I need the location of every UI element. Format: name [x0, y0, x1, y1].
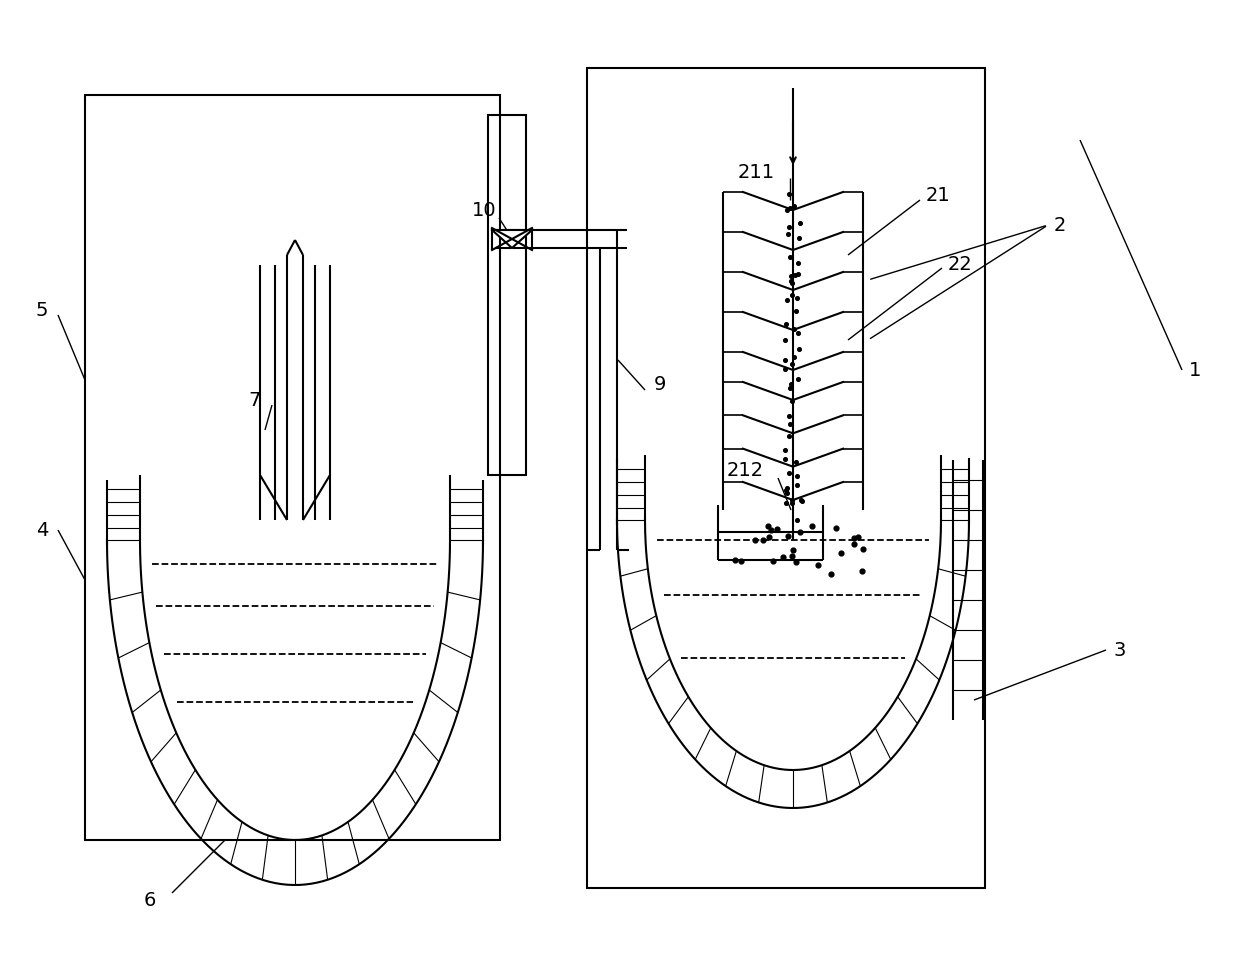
Point: [787, 326, 807, 341]
Point: [782, 495, 802, 511]
Text: 212: 212: [727, 461, 764, 480]
Point: [779, 227, 799, 242]
Point: [776, 481, 796, 496]
Bar: [587, 68, 985, 888]
Point: [782, 356, 802, 372]
Text: 5: 5: [36, 301, 48, 320]
Point: [774, 550, 794, 565]
Point: [782, 548, 802, 563]
Point: [780, 200, 800, 216]
Point: [775, 452, 795, 468]
Bar: [489, 115, 526, 475]
Point: [789, 341, 808, 356]
Point: [787, 512, 807, 527]
Point: [776, 495, 796, 511]
Point: [791, 493, 811, 509]
Point: [775, 442, 795, 457]
Point: [753, 532, 773, 547]
Point: [852, 563, 872, 579]
Point: [780, 417, 800, 432]
Point: [777, 528, 797, 543]
Point: [781, 492, 801, 508]
Bar: [86, 95, 500, 840]
Point: [781, 287, 801, 303]
Point: [758, 518, 777, 534]
Text: 7: 7: [249, 391, 262, 409]
Point: [782, 393, 802, 408]
Point: [789, 230, 808, 245]
Point: [785, 267, 805, 283]
Point: [781, 274, 801, 289]
Text: 3: 3: [1114, 641, 1126, 659]
Point: [776, 483, 796, 498]
Point: [759, 530, 779, 545]
Point: [843, 536, 863, 552]
Point: [826, 520, 846, 536]
Point: [786, 304, 806, 319]
Point: [766, 521, 786, 536]
Point: [821, 566, 841, 582]
Point: [786, 455, 806, 470]
Point: [780, 219, 800, 235]
Text: 6: 6: [144, 891, 156, 909]
Point: [780, 380, 800, 396]
Point: [848, 529, 868, 544]
Point: [775, 332, 795, 348]
Point: [776, 316, 796, 331]
Point: [844, 531, 864, 546]
Point: [780, 466, 800, 481]
Point: [831, 546, 851, 561]
Point: [853, 541, 873, 557]
Point: [725, 553, 745, 568]
Point: [784, 350, 804, 365]
Text: 4: 4: [36, 520, 48, 539]
Point: [782, 542, 802, 558]
Text: 21: 21: [925, 186, 950, 204]
Point: [784, 321, 804, 336]
Point: [732, 554, 751, 569]
Point: [781, 268, 801, 284]
Point: [808, 557, 828, 572]
Point: [780, 249, 800, 264]
Point: [791, 492, 811, 508]
Point: [790, 525, 810, 540]
Point: [779, 408, 799, 423]
Point: [787, 290, 807, 306]
Point: [775, 353, 795, 368]
Point: [745, 533, 765, 548]
Point: [779, 428, 799, 444]
Point: [779, 186, 799, 201]
Point: [789, 266, 808, 282]
Point: [775, 361, 795, 376]
Text: 1: 1: [1189, 360, 1202, 379]
Point: [782, 275, 802, 290]
Point: [786, 554, 806, 569]
Point: [776, 485, 796, 500]
Text: 211: 211: [738, 163, 775, 181]
Point: [777, 202, 797, 217]
Point: [787, 468, 807, 484]
Point: [781, 376, 801, 392]
Point: [764, 554, 784, 569]
Text: 10: 10: [471, 200, 496, 219]
Polygon shape: [492, 230, 532, 248]
Point: [777, 292, 797, 308]
Point: [787, 255, 807, 270]
Point: [761, 522, 781, 537]
Text: 2: 2: [1054, 216, 1066, 235]
Point: [790, 216, 810, 231]
Point: [784, 199, 804, 215]
Point: [789, 372, 808, 387]
Text: 22: 22: [947, 256, 972, 275]
Text: 9: 9: [653, 376, 666, 395]
Point: [787, 477, 807, 492]
Point: [802, 518, 822, 534]
